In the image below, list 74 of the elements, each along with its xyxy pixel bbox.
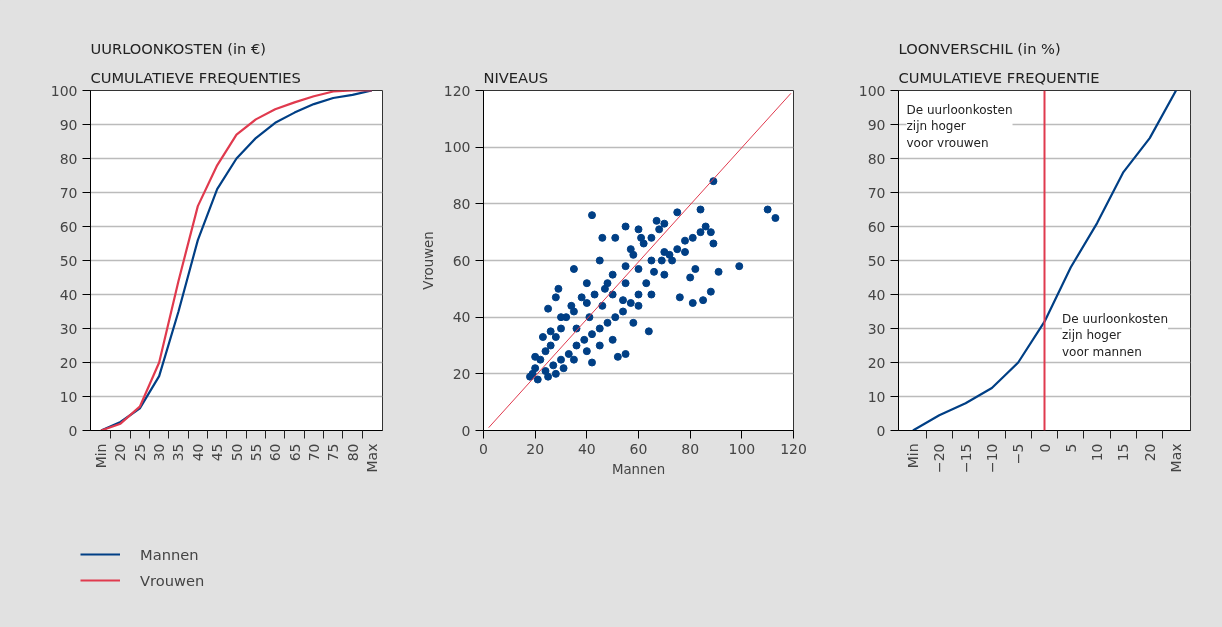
chart-title: LOONVERSCHIL (in %) [898,39,1061,57]
x-tick-label: 80 [681,440,700,457]
annotation: De uurloonkosten zijn hoger voor vrouwen [906,102,1013,151]
y-tick-label: 80 [452,195,471,212]
x-tick-label: 55 [247,443,264,462]
y-tick-label: 100 [50,82,78,99]
x-tick-label: 0 [479,440,488,457]
x-tick-label: 100 [728,440,756,457]
y-tick-label: 40 [867,286,886,303]
x-tick-label: 10 [1089,443,1106,462]
annotation: De uurloonkosten zijn hoger voor mannen [1062,311,1169,360]
x-tick-label: 40 [577,440,596,457]
x-tick-label: 120 [780,440,807,457]
y-tick-label: 100 [858,82,886,99]
y-tick-label: 20 [452,365,471,382]
legend-label: Mannen [140,545,199,563]
x-tick-label: 60 [267,443,284,462]
y-tick-label: 40 [59,286,78,303]
x-tick-label: 5 [1062,443,1079,453]
y-tick-label: 90 [867,116,886,133]
x-tick-label: 30 [151,443,168,462]
x-tick-label: Min [93,443,110,469]
y-tick-label: 10 [867,388,886,405]
x-tick-label: 35 [170,443,187,462]
x-tick-label: 40 [189,443,206,462]
y-tick-label: 40 [452,309,471,326]
y-tick-label: 60 [867,218,886,235]
y-tick-label: 60 [59,218,78,235]
x-tick-label: −15 [957,443,974,474]
y-tick-label: 100 [443,139,471,156]
x-tick-label: Max [1168,443,1185,473]
y-axis-title: Vrouwen [420,231,436,290]
x-tick-label: 75 [325,443,342,462]
y-tick-label: 0 [68,422,78,439]
chart-subtitle: CUMULATIEVE FREQUENTIES [90,68,301,86]
y-tick-label: 90 [59,116,78,133]
y-tick-label: 30 [867,320,886,337]
y-tick-label: 30 [59,320,78,337]
y-tick-label: 50 [867,252,886,269]
x-tick-label: 20 [1141,443,1158,462]
x-axis-title: Mannen [611,461,666,477]
x-tick-label: 20 [112,443,129,462]
x-tick-label: 65 [286,443,303,462]
x-tick-label: 25 [131,443,148,462]
y-tick-label: 50 [59,252,78,269]
y-tick-label: 80 [867,150,886,167]
x-tick-label: 70 [305,443,322,462]
line-series [100,90,373,431]
x-tick-label: 50 [228,443,245,462]
x-tick-label: 20 [526,440,545,457]
x-tick-label: 15 [1115,443,1132,462]
y-tick-label: 80 [59,150,78,167]
y-tick-label: 0 [461,422,471,439]
y-tick-label: 20 [867,354,886,371]
chart-title: UURLOONKOSTEN (in €) [90,39,267,57]
y-tick-label: 60 [452,252,471,269]
y-tick-label: 10 [59,388,78,405]
chart-subtitle: CUMULATIEVE FREQUENTIE [898,68,1100,86]
x-tick-label: 60 [629,440,648,457]
y-tick-label: 0 [876,422,886,439]
x-tick-label: Max [363,443,380,473]
x-tick-label: 45 [209,443,226,462]
y-tick-label: 70 [59,184,78,201]
y-tick-label: 70 [867,184,886,201]
x-tick-label: Min [904,443,921,469]
y-tick-label: 120 [443,82,471,99]
chart-title: NIVEAUS [483,68,549,86]
y-tick-label: 20 [59,354,78,371]
x-tick-label: −20 [931,443,948,474]
x-tick-label: −5 [1010,443,1027,465]
x-tick-label: 80 [344,443,361,462]
x-tick-label: 0 [1036,443,1053,453]
legend-label: Vrouwen [140,571,205,589]
x-tick-label: −10 [983,443,1000,474]
